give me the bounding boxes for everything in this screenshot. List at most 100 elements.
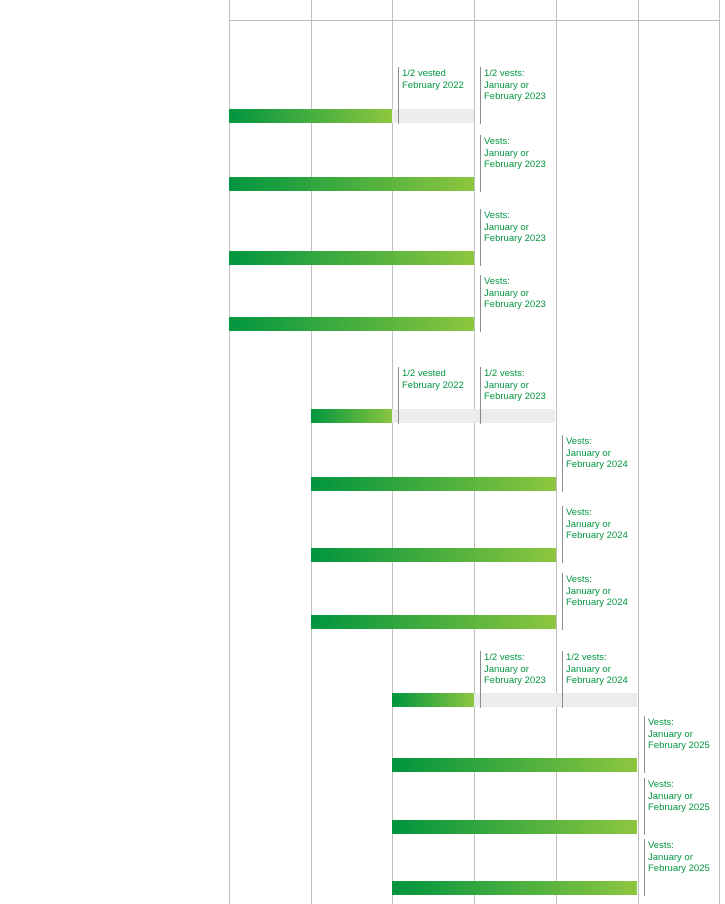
vesting-note-line: Vests: [566,574,592,585]
performance-bar [392,693,474,707]
grid-line [392,0,393,904]
vesting-note: Vests: January or February 2023 [484,276,560,311]
year-header [556,0,638,20]
vesting-note: 1/2 vested February 2022 [402,368,478,391]
year-header [392,0,474,20]
performance-bar [311,548,556,562]
vesting-note-line: January or [648,851,693,863]
vesting-note-line: 1/2 vests: [484,368,525,379]
vesting-note-line: Vests: [484,210,510,221]
year-header [638,0,720,20]
performance-bar [229,177,474,191]
vesting-marker [398,367,399,424]
vesting-note-line: Vests: [484,276,510,287]
performance-bar [311,615,556,629]
vesting-note-line: February 2023 [484,299,546,310]
remaining-period-bar [392,409,555,423]
vesting-note-line: February 2023 [484,391,546,402]
vesting-marker [480,135,481,192]
grid-line [719,0,720,904]
remaining-period-bar [474,693,637,707]
vesting-note-line: February 2022 [402,79,464,91]
vesting-note: Vests: January or February 2024 [566,574,642,609]
vesting-note: 1/2 vests: January or February 2024 [566,652,642,687]
header-rule [229,20,720,21]
vesting-note-line: February 2023 [484,159,546,170]
vesting-note-line: February 2025 [648,863,710,874]
year-header [229,0,311,20]
vesting-note-line: January or [566,518,611,530]
performance-bar [392,758,637,772]
performance-bar [229,317,474,331]
vesting-marker [562,573,563,630]
vesting-note-line: 1/2 vests: [484,652,525,663]
year-header [474,0,556,20]
vesting-note-line: Vests: [484,136,510,147]
vesting-note: 1/2 vested February 2022 [402,68,478,91]
vesting-note-line: Vests: [648,779,674,790]
vesting-note-line: February 2024 [566,675,628,686]
vesting-note-line: January or [566,663,611,675]
vesting-note: 1/2 vests: January or February 2023 [484,652,560,687]
vesting-marker [562,506,563,563]
vesting-note-line: February 2023 [484,91,546,102]
vesting-note-line: January or [566,447,611,459]
vesting-marker [644,716,645,773]
vesting-marker [398,67,399,124]
performance-bar [311,409,393,423]
vesting-note-line: Vests: [648,840,674,851]
vesting-marker [480,275,481,332]
vesting-note-line: Vests: [566,436,592,447]
vesting-note-line: January or [648,790,693,802]
year-header [311,0,393,20]
vesting-marker [480,67,481,124]
vesting-note: 1/2 vests: January or February 2023 [484,68,560,103]
vesting-note-line: January or [648,728,693,740]
vesting-note-line: 1/2 vests: [566,652,607,663]
vesting-marker [644,778,645,835]
vesting-note: 1/2 vests: January or February 2023 [484,368,560,403]
vesting-note-line: February 2022 [402,379,464,391]
vesting-note-line: February 2024 [566,459,628,470]
vesting-marker [480,209,481,266]
vesting-note-line: February 2025 [648,740,710,751]
vesting-note-line: January or [484,147,529,159]
vesting-note-line: 1/2 vests: [484,68,525,79]
performance-bar [392,881,637,895]
vesting-note-line: Vests: [566,507,592,518]
vesting-note: Vests: January or February 2025 [648,840,724,875]
performance-bar [392,820,637,834]
vesting-note-line: January or [484,287,529,299]
vesting-note-line: February 2024 [566,530,628,541]
vesting-note-line: 1/2 vested [402,68,446,79]
performance-bar [229,109,392,123]
vesting-marker [480,367,481,424]
vesting-marker [562,651,563,708]
vesting-note: Vests: January or February 2025 [648,717,724,752]
vesting-note-line: February 2023 [484,233,546,244]
vesting-marker [644,839,645,896]
performance-bar [229,251,474,265]
vesting-note: Vests: January or February 2024 [566,436,642,471]
performance-bar [311,477,556,491]
vesting-note-line: January or [484,379,529,391]
vesting-marker [480,651,481,708]
grid-line [638,0,639,904]
remaining-period-bar [392,109,474,123]
vesting-note-line: Vests: [648,717,674,728]
vesting-note-line: 1/2 vested [402,368,446,379]
vesting-note-line: January or [484,663,529,675]
grid-line [311,0,312,904]
vesting-note: Vests: January or February 2023 [484,210,560,245]
vesting-note: Vests: January or February 2024 [566,507,642,542]
vesting-note-line: February 2024 [566,597,628,608]
vesting-note: Vests: January or February 2023 [484,136,560,171]
grid-line [229,0,230,904]
vesting-note-line: January or [484,221,529,233]
vesting-note-line: January or [484,79,529,91]
vesting-marker [562,435,563,492]
grid-line [474,0,475,904]
vesting-note: Vests: January or February 2025 [648,779,724,814]
grid-line [556,0,557,904]
